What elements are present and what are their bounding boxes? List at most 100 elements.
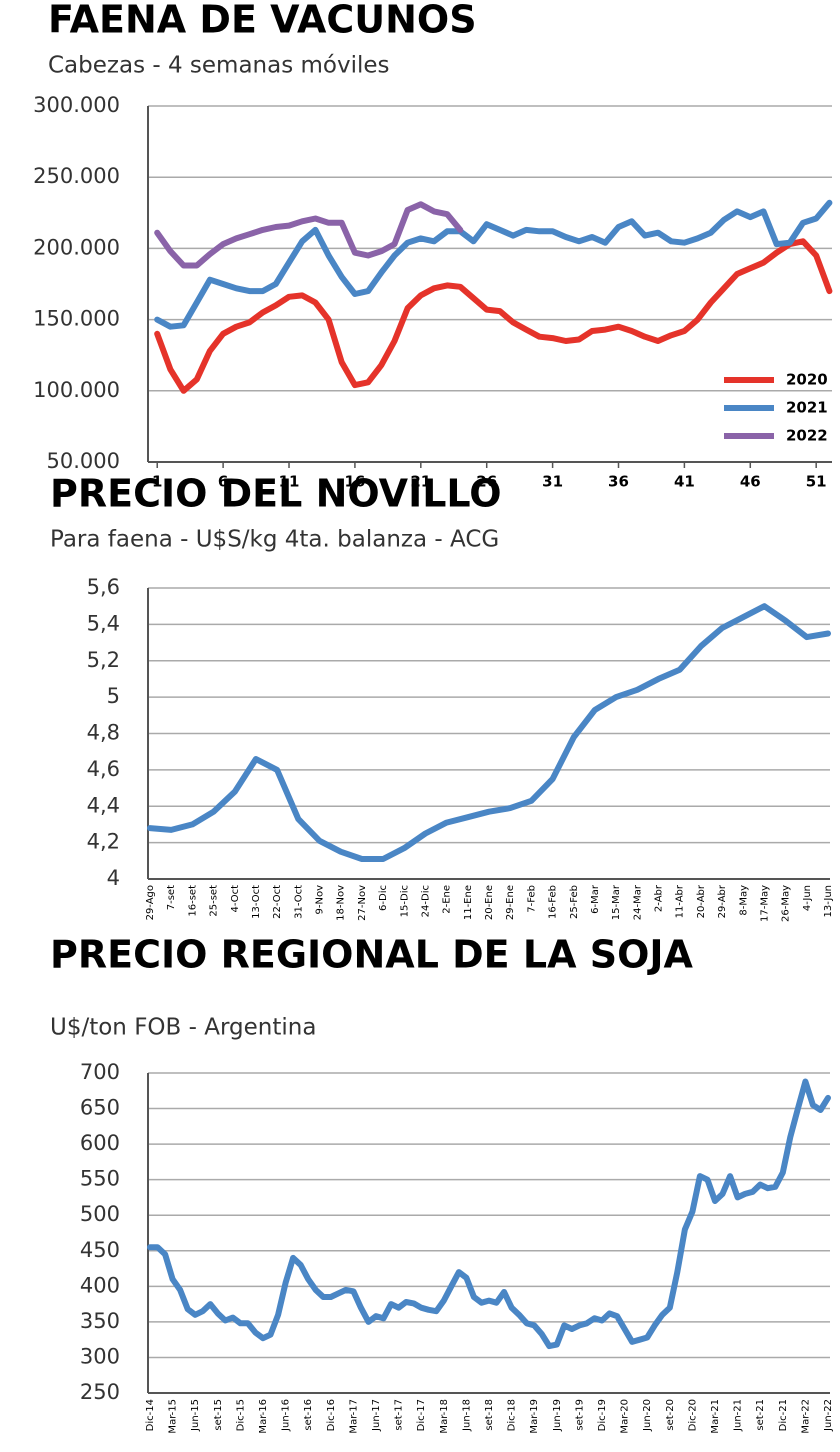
y-tick-label: 5,2 (87, 648, 120, 672)
x-tick-label: 51 (806, 473, 827, 491)
x-tick-label: 2-Abr (654, 884, 665, 912)
x-tick-label: 25-set (209, 885, 220, 917)
x-tick-label: 16-set (187, 885, 198, 917)
x-tick-label: 41 (674, 473, 695, 491)
y-tick-label: 550 (80, 1167, 120, 1191)
chart-subtitle: U$/ton FOB - Argentina (50, 1015, 316, 1041)
x-tick-label: 22-Oct (272, 885, 283, 919)
x-tick-label: 17-May (759, 885, 770, 922)
chart-title: PRECIO DEL NOVILLO (50, 472, 502, 516)
x-tick-label: Dic-16 (326, 1399, 337, 1431)
x-tick-label: 24-Dic (420, 885, 431, 917)
x-tick-label: 1 (152, 473, 162, 491)
x-tick-label: 11-Ene (463, 885, 474, 920)
x-tick-label: 13-Oct (251, 885, 262, 919)
x-tick-label: set-19 (574, 1399, 585, 1431)
x-tick-label: 20-Abr (696, 884, 707, 918)
chart-title: PRECIO REGIONAL DE LA SOJA (50, 933, 694, 977)
chart-subtitle: Para faena - U$S/kg 4ta. balanza - ACG (50, 527, 499, 553)
x-tick-label: 25-Feb (569, 885, 580, 919)
x-tick-label: Mar-18 (439, 1399, 450, 1434)
y-tick-label: 450 (80, 1238, 120, 1262)
legend-label: 2021 (786, 399, 828, 417)
x-tick-label: Jun-22 (823, 1399, 834, 1432)
chart-title: FAENA DE VACUNOS (48, 0, 477, 42)
data-line (154, 238, 833, 394)
x-tick-label: set-20 (665, 1399, 676, 1431)
x-tick-label: Dic-19 (597, 1399, 608, 1431)
y-tick-label: 100.000 (33, 378, 120, 402)
x-tick-label: Jun-15 (190, 1399, 201, 1432)
data-line (154, 199, 833, 330)
x-tick-label: 7-set (166, 885, 177, 910)
x-tick-label: Jun-18 (461, 1399, 472, 1432)
chart-subtitle: Cabezas - 4 semanas móviles (48, 53, 390, 79)
x-tick-label: 2-Ene (442, 885, 453, 914)
x-tick-label: 6 (218, 473, 228, 491)
x-tick-label: 31-Oct (293, 885, 304, 919)
y-tick-label: 650 (80, 1096, 120, 1120)
x-tick-label: 11-Abr (675, 884, 686, 918)
x-tick-label: 18-Nov (336, 885, 347, 921)
x-tick-label: Dic-14 (145, 1399, 156, 1431)
x-tick-label: Mar-21 (710, 1399, 721, 1434)
x-tick-label: set-21 (755, 1399, 766, 1431)
x-tick-label: Jun-17 (371, 1399, 382, 1432)
x-tick-label: 36 (608, 473, 629, 491)
x-tick-label: 29-Ago (145, 885, 156, 920)
x-tick-label: 8-May (738, 885, 749, 916)
y-tick-label: 150.000 (33, 307, 120, 331)
x-tick-label: set-15 (213, 1399, 224, 1431)
y-tick-label: 5 (107, 684, 120, 708)
x-tick-label: set-18 (484, 1399, 495, 1431)
x-tick-label: Mar-15 (168, 1399, 179, 1434)
x-tick-label: 6-Mar (590, 884, 601, 914)
x-tick-label: 9-Nov (315, 885, 326, 915)
x-tick-label: 20-Ene (484, 885, 495, 920)
x-tick-label: set-16 (303, 1399, 314, 1431)
y-tick-label: 350 (80, 1309, 120, 1333)
x-tick-label: 24-Mar (632, 884, 643, 920)
x-tick-label: Dic-18 (507, 1399, 518, 1431)
x-tick-label: 4-Oct (230, 885, 241, 913)
data-line (147, 1078, 831, 1350)
x-tick-label: 4-Jun (802, 885, 813, 911)
y-tick-label: 700 (80, 1060, 120, 1084)
y-tick-label: 300.000 (33, 93, 120, 117)
y-tick-label: 250 (80, 1380, 120, 1404)
legend-label: 2022 (786, 427, 828, 445)
x-tick-label: Jun-20 (642, 1399, 653, 1432)
x-tick-label: 29-Abr (717, 884, 728, 918)
x-tick-label: Jun-19 (552, 1399, 563, 1432)
y-tick-label: 300 (80, 1344, 120, 1368)
x-tick-label: Jun-21 (733, 1399, 744, 1432)
x-tick-label: 27-Nov (357, 885, 368, 921)
legend-label: 2020 (786, 371, 828, 389)
y-tick-label: 5,6 (87, 575, 120, 599)
x-tick-label: Mar-20 (620, 1399, 631, 1434)
x-tick-label: Mar-22 (800, 1399, 811, 1434)
data-line (154, 201, 464, 269)
x-tick-label: 15-Dic (399, 885, 410, 917)
x-tick-label: 13-Jun (823, 885, 834, 918)
x-tick-label: 7-Feb (526, 885, 537, 913)
y-tick-label: 500 (80, 1202, 120, 1226)
x-tick-label: set-17 (394, 1399, 405, 1431)
y-tick-label: 4,4 (87, 793, 120, 817)
y-tick-label: 4,2 (87, 830, 120, 854)
x-tick-label: 6-Dic (378, 885, 389, 911)
x-tick-label: 29-Ene (505, 885, 516, 920)
x-tick-label: 16-Feb (548, 885, 559, 919)
x-tick-label: Dic-17 (416, 1399, 427, 1431)
y-tick-label: 50.000 (47, 449, 120, 473)
y-tick-label: 400 (80, 1273, 120, 1297)
x-tick-label: 21 (410, 473, 431, 491)
x-tick-label: Dic-20 (687, 1399, 698, 1431)
x-tick-label: 16 (344, 473, 365, 491)
x-tick-label: 11 (279, 473, 300, 491)
y-tick-label: 5,4 (87, 611, 120, 635)
y-tick-label: 4,8 (87, 721, 120, 745)
x-tick-label: Dic-15 (235, 1399, 246, 1431)
y-tick-label: 600 (80, 1131, 120, 1155)
